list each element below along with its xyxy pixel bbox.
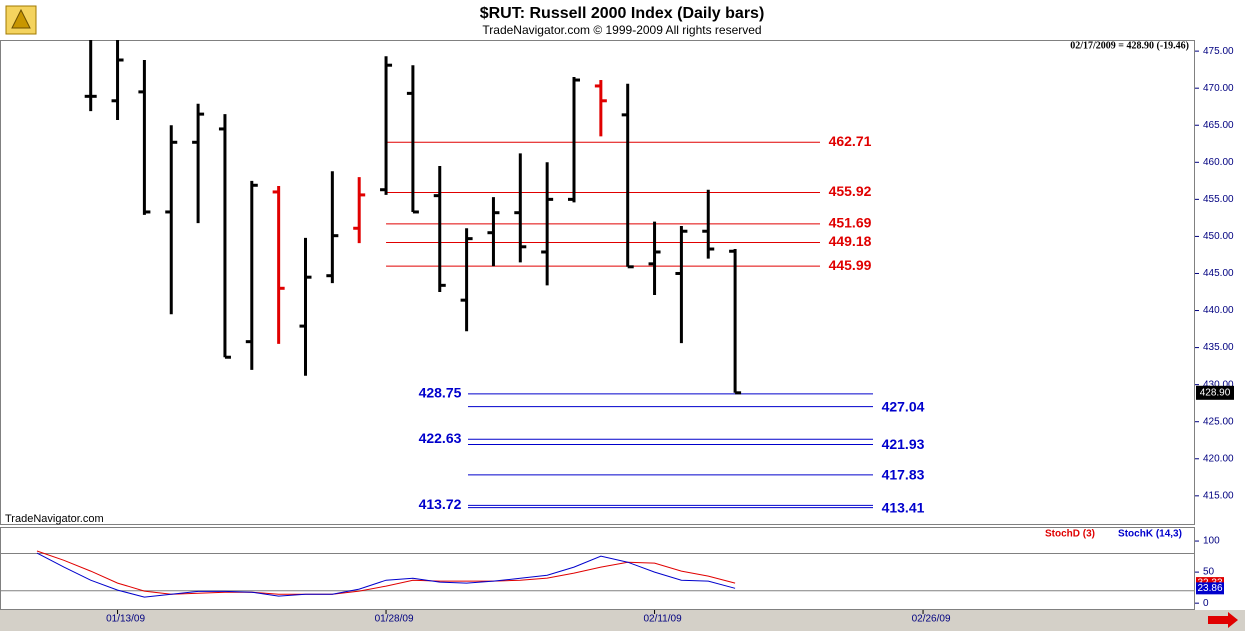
y-tick-label: 465.00 xyxy=(1203,120,1234,131)
stoch-last-label: 23.86 xyxy=(1197,583,1222,594)
y-tick-label: 420.00 xyxy=(1203,453,1234,464)
resistance-label: 451.69 xyxy=(829,215,872,231)
support-label: 427.04 xyxy=(882,398,925,414)
main-panel xyxy=(0,40,1195,525)
last-price-box xyxy=(1196,385,1234,400)
resistance-label: 462.71 xyxy=(829,133,872,149)
y-tick-label: 450.00 xyxy=(1203,231,1234,242)
x-tick-label: 01/28/09 xyxy=(375,614,414,625)
last-price-label: 428.90 xyxy=(1200,387,1231,398)
y-tick-label: 470.00 xyxy=(1203,83,1234,94)
stoch-tick-label: 0 xyxy=(1203,598,1209,609)
stoch-plot xyxy=(0,550,1195,598)
chart-subtitle: TradeNavigator.com © 1999-2009 All right… xyxy=(482,23,761,37)
legend-entry: StochK (14,3) xyxy=(1118,529,1182,540)
stoch-line xyxy=(36,552,736,598)
support-label: 413.41 xyxy=(882,499,925,515)
legend-entry: StochD (3) xyxy=(1045,529,1095,540)
y-tick-label: 440.00 xyxy=(1203,305,1234,316)
stoch-panel xyxy=(0,527,1195,610)
y-tick-label: 435.00 xyxy=(1203,342,1234,353)
support-label: 413.72 xyxy=(419,496,462,512)
support-label: 421.93 xyxy=(882,436,925,452)
x-tick-label: 02/26/09 xyxy=(912,614,951,625)
resistance-label: 455.92 xyxy=(829,183,872,199)
stoch-tick-label: 50 xyxy=(1203,567,1215,578)
y-tick-label: 475.00 xyxy=(1203,46,1234,57)
y-tick-label: 445.00 xyxy=(1203,268,1234,279)
stoch-line xyxy=(36,550,736,595)
price-plot: 462.71 455.92 451.69 449.18 445.99 428.75 422.… xyxy=(84,40,925,515)
y-tick-label: 415.00 xyxy=(1203,490,1234,501)
x-tick-label: 02/11/09 xyxy=(643,614,682,625)
y-tick-label: 455.00 xyxy=(1203,194,1234,205)
watermark: TradeNavigator.com xyxy=(5,513,104,525)
date-bar xyxy=(0,610,1245,631)
support-label: 417.83 xyxy=(882,467,925,483)
logo xyxy=(5,5,37,35)
support-label: 422.63 xyxy=(419,430,462,446)
support-label: 428.75 xyxy=(419,385,462,401)
stoch-tick-label: 100 xyxy=(1203,536,1220,547)
overlay: 415.00 420.00 425.00 430.00 435.00 440.00 445.… xyxy=(106,46,1234,625)
x-tick-label: 01/13/09 xyxy=(106,614,145,625)
price-info: 02/17/2009 = 428.90 (-19.46) xyxy=(1070,40,1189,51)
y-tick-label: 460.00 xyxy=(1203,157,1234,168)
stoch-last-box xyxy=(1196,582,1224,595)
chart-title: $RUT: Russell 2000 Index (Daily bars) xyxy=(480,5,765,22)
resistance-label: 449.18 xyxy=(829,233,872,249)
y-tick-label: 425.00 xyxy=(1203,416,1234,427)
scroll-arrow[interactable] xyxy=(1208,612,1238,628)
y-tick-label: 430.00 xyxy=(1203,379,1234,390)
resistance-label: 445.99 xyxy=(829,257,872,273)
